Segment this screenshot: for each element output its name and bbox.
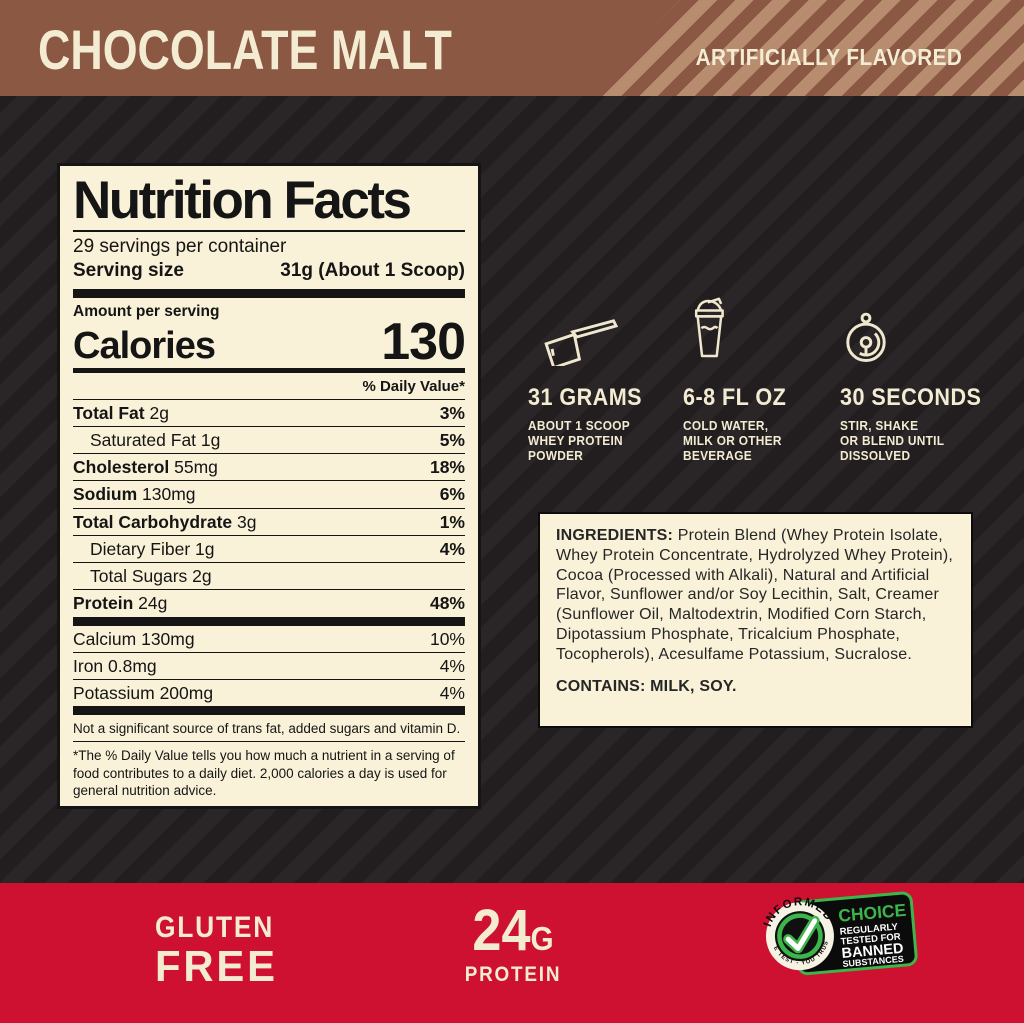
scoop-icon (528, 288, 686, 366)
free-label: FREE (155, 942, 278, 991)
shaker-icon (683, 288, 841, 366)
direction-timer: 30 SECONDS STIR, SHAKE OR BLEND UNTIL DI… (840, 288, 998, 463)
ingredients-label: INGREDIENTS: (556, 527, 674, 544)
amount-per-serving-label: Amount per serving (73, 303, 220, 320)
protein-label: PROTEIN (464, 963, 562, 987)
flavor-header: CHOCOLATE MALT ARTIFICIALLY FLAVORED (0, 0, 1024, 96)
nutrition-facts-panel: Nutrition Facts 29 servings per containe… (57, 163, 481, 809)
serving-size-row: Serving size 31g (About 1 Scoop) (73, 260, 465, 282)
bottom-banner: GLUTEN FREE 24G PROTEIN INFORMED (0, 883, 1024, 1023)
serving-size-label: Serving size (73, 260, 184, 281)
gluten-free-claim: GLUTEN FREE (155, 913, 290, 989)
nutrition-facts-title: Nutrition Facts (73, 171, 412, 230)
nutrient-row: Potassium 200mg 4% (73, 683, 465, 704)
timer-icon (840, 288, 998, 366)
direction-shaker: 6-8 FL OZ COLD WATER, MILK OR OTHER BEVE… (683, 288, 841, 463)
badge-line: REGULARLY (839, 922, 899, 938)
badge-line: BANNED (841, 941, 904, 962)
daily-value-header: % Daily Value* (73, 373, 465, 400)
nutrient-row: Cholesterol 55mg 18% (73, 454, 465, 482)
contains-note: CONTAINS: MILK, SOY. (556, 677, 737, 695)
informed-choice-badge: INFORMED WE TEST - YOU TRUST CHOICE REGU… (748, 883, 918, 976)
nutrient-row: Total Carbohydrate 3g 1% (73, 509, 465, 536)
nutrient-row: Sodium 130mg 6% (73, 481, 465, 509)
nutrient-row: Total Sugars 2g (73, 563, 465, 591)
nutrient-row: Total Fat 2g 3% (73, 400, 465, 427)
protein-amount: 24G (472, 898, 554, 963)
direction-heading: 30 SECONDS (840, 384, 982, 411)
nutrient-row: Dietary Fiber 1g 4% (73, 536, 465, 564)
direction-heading: 31 GRAMS (528, 384, 643, 411)
thick-divider (73, 289, 465, 298)
calories-value: 130 (381, 313, 466, 371)
artificially-flavored-label: ARTIFICIALLY FLAVORED (695, 44, 962, 70)
not-significant-note: Not a significant source of trans fat, a… (73, 715, 465, 743)
ingredients-text: Protein Blend (Whey Protein Isolate, Whe… (556, 527, 954, 663)
nutrient-row: Saturated Fat 1g 5% (73, 427, 465, 455)
nutrient-row: Iron 0.8mg 4% (73, 653, 465, 681)
flavor-title: CHOCOLATE MALT (38, 18, 452, 81)
nutrient-row: Protein 24g 48% (73, 593, 465, 614)
mineral-rows: Calcium 130mg 10% Iron 0.8mg 4% Potassiu… (73, 626, 465, 707)
nutrient-row: Calcium 130mg 10% (73, 626, 465, 653)
calories-label: Calories (73, 324, 216, 367)
direction-subtext: STIR, SHAKE OR BLEND UNTIL DISSOLVED (840, 419, 945, 463)
direction-heading: 6-8 FL OZ (683, 384, 787, 411)
thick-divider (73, 616, 465, 626)
direction-scoop: 31 GRAMS ABOUT 1 SCOOP WHEY PROTEIN POWD… (528, 288, 686, 463)
thick-divider (73, 706, 465, 716)
divider (73, 230, 465, 232)
ingredients-box: INGREDIENTS: Protein Blend (Whey Protein… (538, 512, 973, 728)
servings-per-container: 29 servings per container (73, 236, 287, 257)
nutrient-rows: Total Fat 2g 3% Saturated Fat 1g 5% Chol… (73, 400, 465, 617)
medium-divider (73, 367, 465, 373)
calories-row: Calories 130 (73, 313, 466, 371)
direction-subtext: COLD WATER, MILK OR OTHER BEVERAGE (683, 419, 782, 463)
direction-subtext: ABOUT 1 SCOOP WHEY PROTEIN POWDER (528, 419, 631, 463)
daily-value-footnote: *The % Daily Value tells you how much a … (73, 748, 455, 799)
badge-line: TESTED FOR (840, 931, 901, 947)
serving-size-value: 31g (About 1 Scoop) (280, 260, 465, 281)
protein-claim: 24G PROTEIN (443, 898, 583, 987)
gluten-label: GLUTEN (155, 911, 275, 944)
